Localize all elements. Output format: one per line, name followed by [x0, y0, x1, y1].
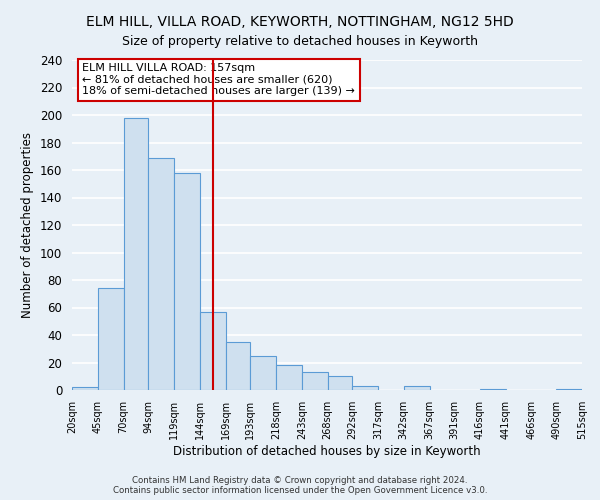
- Bar: [72, 387, 98, 390]
- Text: ELM HILL, VILLA ROAD, KEYWORTH, NOTTINGHAM, NG12 5HD: ELM HILL, VILLA ROAD, KEYWORTH, NOTTINGH…: [86, 15, 514, 29]
- Bar: [480, 388, 506, 390]
- Bar: [328, 376, 352, 390]
- Bar: [174, 173, 200, 390]
- Text: ELM HILL VILLA ROAD: 157sqm
← 81% of detached houses are smaller (620)
18% of se: ELM HILL VILLA ROAD: 157sqm ← 81% of det…: [82, 64, 355, 96]
- Text: Contains HM Land Registry data © Crown copyright and database right 2024.
Contai: Contains HM Land Registry data © Crown c…: [113, 476, 487, 495]
- Bar: [276, 365, 302, 390]
- Bar: [226, 342, 250, 390]
- Bar: [556, 388, 582, 390]
- Bar: [404, 386, 430, 390]
- X-axis label: Distribution of detached houses by size in Keyworth: Distribution of detached houses by size …: [173, 444, 481, 458]
- Y-axis label: Number of detached properties: Number of detached properties: [22, 132, 34, 318]
- Bar: [200, 312, 226, 390]
- Bar: [124, 118, 148, 390]
- Text: Size of property relative to detached houses in Keyworth: Size of property relative to detached ho…: [122, 35, 478, 48]
- Bar: [302, 372, 328, 390]
- Bar: [148, 158, 174, 390]
- Bar: [352, 386, 378, 390]
- Bar: [250, 356, 276, 390]
- Bar: [98, 288, 124, 390]
